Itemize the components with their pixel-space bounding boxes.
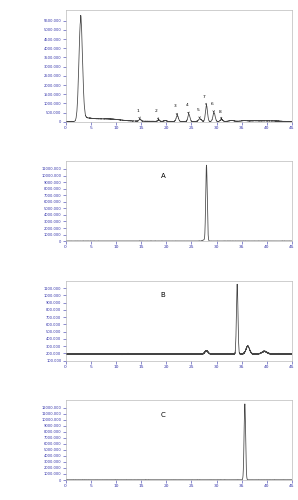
Text: 6: 6 (211, 102, 214, 112)
Text: 8: 8 (219, 110, 222, 119)
Text: B: B (161, 292, 165, 298)
Text: A: A (161, 172, 165, 178)
Text: C: C (161, 412, 165, 418)
Text: 4: 4 (185, 102, 189, 114)
Text: 5: 5 (196, 108, 200, 118)
Text: 7: 7 (203, 95, 207, 105)
Text: 1: 1 (136, 109, 140, 118)
Text: 2: 2 (155, 110, 159, 120)
Text: 3: 3 (174, 104, 178, 115)
